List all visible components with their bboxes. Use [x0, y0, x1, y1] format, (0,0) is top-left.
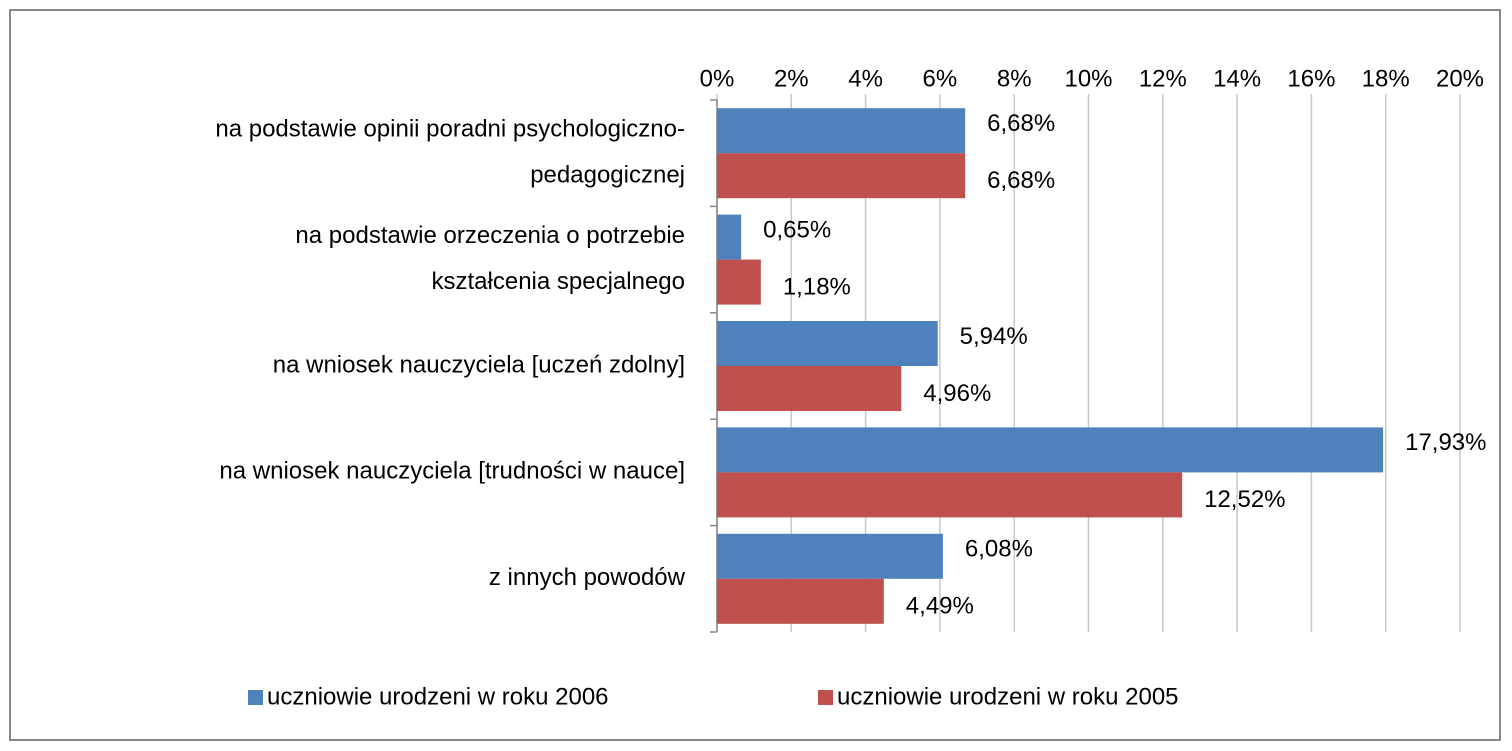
legend-label: uczniowie urodzeni w roku 2006: [267, 683, 609, 710]
bar: [717, 153, 966, 199]
bar: [717, 533, 943, 579]
y-tick-label: na wniosek nauczyciela [trudności w nauc…: [219, 458, 685, 485]
bar: [717, 366, 902, 411]
value-label: 5,94%: [960, 323, 1028, 350]
bar: [717, 578, 884, 624]
y-tick-label: z innych powodów: [489, 564, 686, 591]
legend-label: uczniowie urodzeni w roku 2005: [837, 683, 1179, 710]
value-label: 6,08%: [965, 536, 1033, 563]
x-tick-label: 10%: [1064, 65, 1112, 92]
x-tick-label: 12%: [1139, 65, 1187, 92]
x-tick-label: 20%: [1436, 65, 1484, 92]
x-tick-label: 14%: [1213, 65, 1261, 92]
value-label: 0,65%: [763, 216, 831, 243]
y-tick-label: na wniosek nauczyciela [uczeń zdolny]: [273, 351, 685, 378]
x-tick-label: 0%: [700, 65, 735, 92]
value-label: 4,49%: [906, 593, 974, 620]
y-tick-label: pedagogicznej: [530, 162, 685, 189]
value-label: 12,52%: [1204, 486, 1285, 513]
bar: [717, 108, 966, 154]
legend-swatch: [248, 690, 263, 705]
value-label: 6,68%: [987, 167, 1055, 194]
bar: [717, 427, 1384, 473]
bar: [717, 259, 761, 305]
legend-swatch: [818, 690, 833, 705]
value-label: 6,68%: [987, 110, 1055, 137]
x-tick-label: 2%: [774, 65, 809, 92]
bar: [717, 472, 1183, 518]
x-tick-label: 8%: [997, 65, 1032, 92]
bar: [717, 214, 742, 260]
value-label: 17,93%: [1405, 429, 1486, 456]
x-tick-label: 16%: [1287, 65, 1335, 92]
value-label: 4,96%: [923, 380, 991, 407]
x-tick-label: 6%: [923, 65, 958, 92]
y-tick-label: kształcenia specjalnego: [432, 268, 686, 295]
y-tick-label: na podstawie orzeczenia o potrzebie: [295, 222, 685, 249]
x-tick-label: 4%: [848, 65, 883, 92]
y-tick-label: na podstawie opinii poradni psychologicz…: [215, 116, 685, 143]
bar: [717, 321, 938, 366]
value-label: 1,18%: [783, 273, 851, 300]
x-tick-label: 18%: [1362, 65, 1410, 92]
